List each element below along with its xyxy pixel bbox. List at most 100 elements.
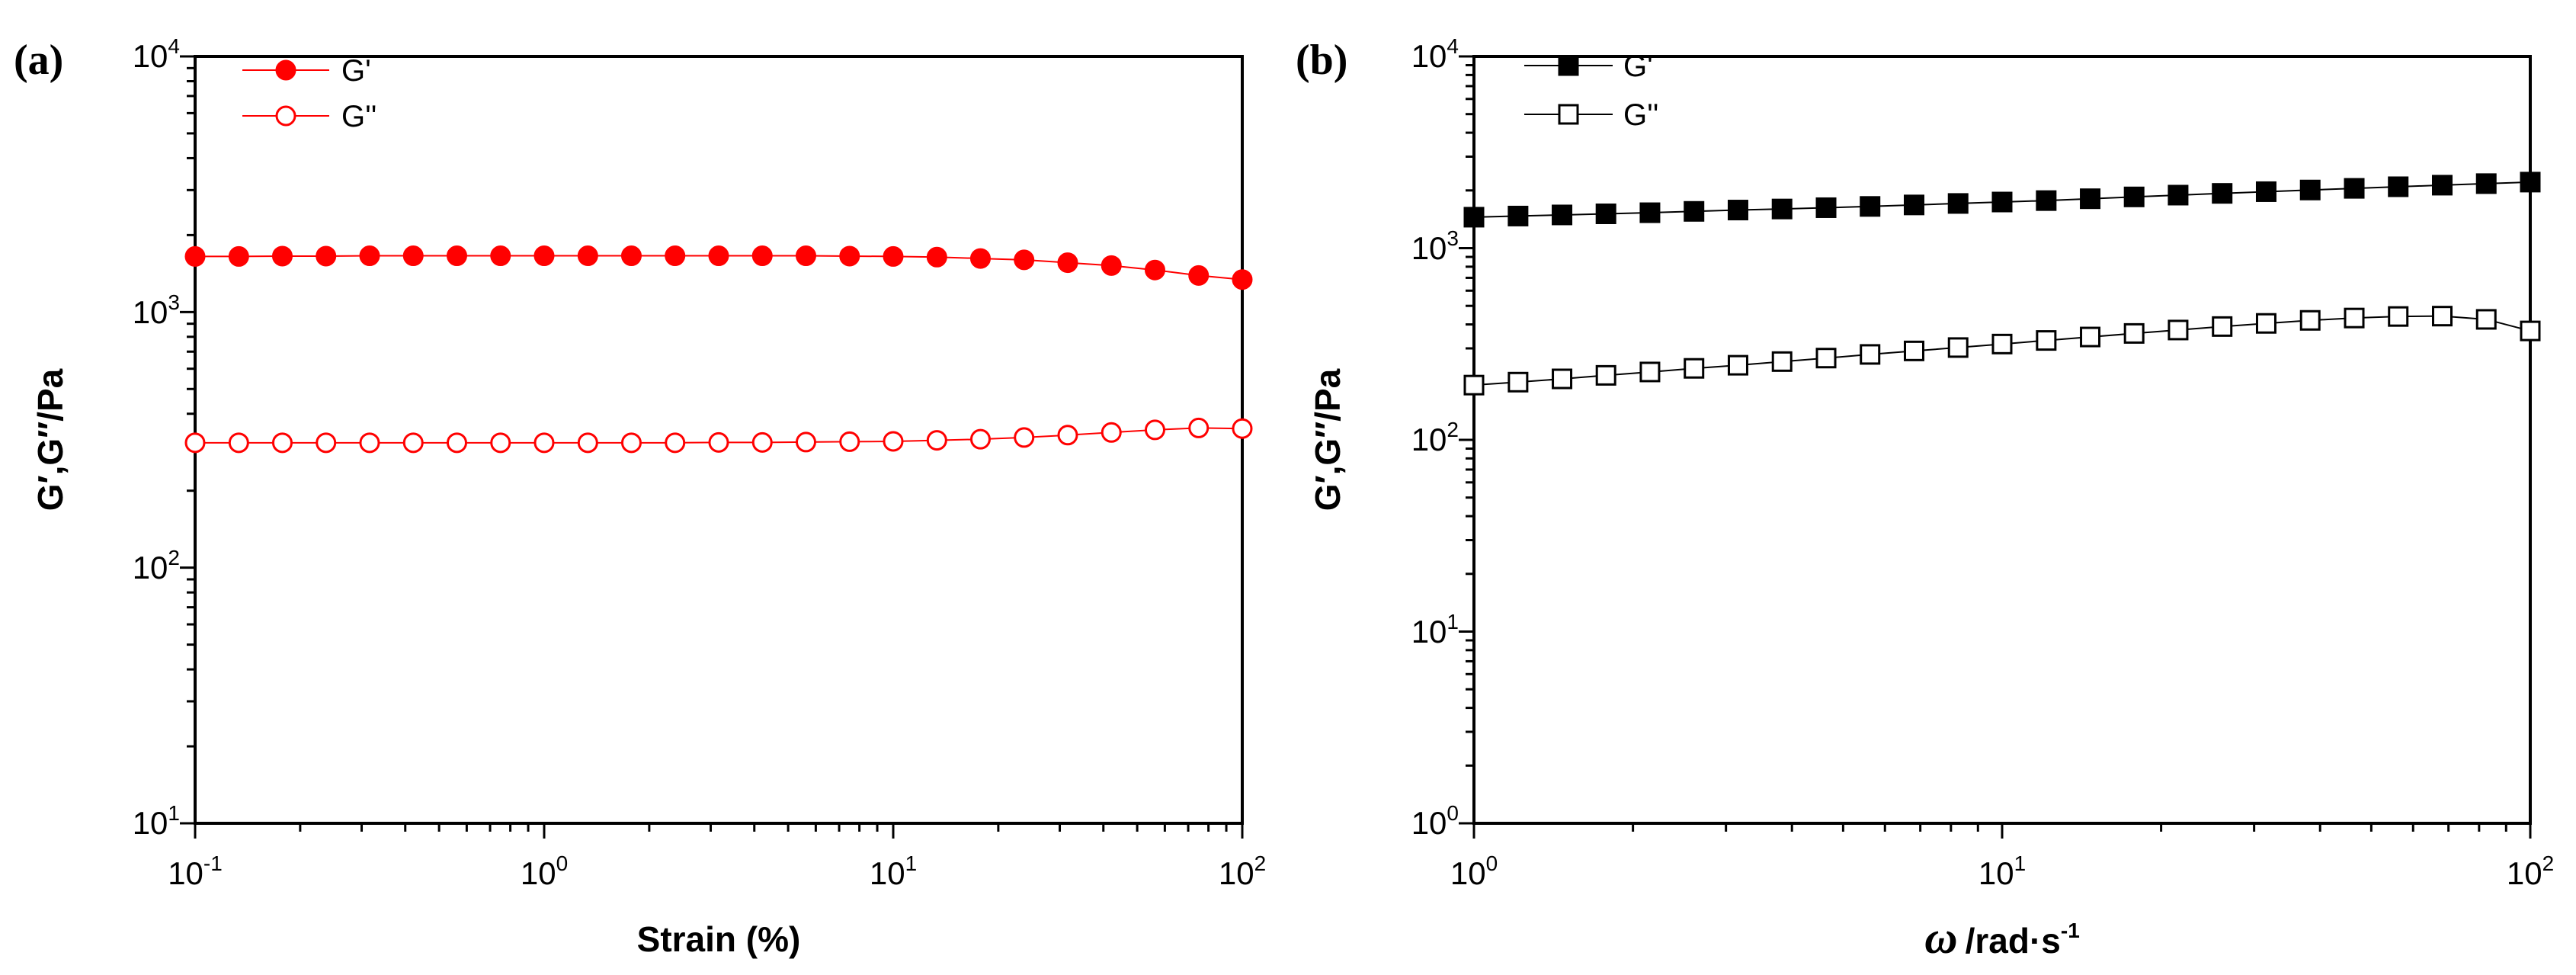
data-point xyxy=(1904,194,1925,216)
panel-b-series xyxy=(1463,172,2541,396)
data-point xyxy=(1101,422,1122,443)
data-point xyxy=(577,245,598,267)
panel-a-xtick-label: 102 xyxy=(1219,852,1266,891)
panel-a-series xyxy=(184,245,1253,454)
panel-a-strain-sweep: (a) 10-1 100 101 102 101 102 103 104 Str… xyxy=(14,34,1266,959)
panel-a-ytick-label: 103 xyxy=(133,290,180,330)
data-point xyxy=(1639,202,1661,223)
data-point xyxy=(751,245,773,267)
data-point xyxy=(620,432,642,454)
data-point xyxy=(2475,173,2497,194)
data-point xyxy=(271,245,293,267)
data-point xyxy=(1684,358,1705,379)
data-point xyxy=(446,432,467,454)
data-point xyxy=(795,431,816,453)
data-point xyxy=(839,245,860,267)
panel-b-ytick-label: 102 xyxy=(1411,418,1459,457)
data-point xyxy=(2036,190,2057,211)
data-point xyxy=(271,432,293,454)
data-point xyxy=(446,245,467,267)
data-point xyxy=(1014,427,1035,448)
data-point xyxy=(926,430,947,451)
data-point xyxy=(1014,249,1035,271)
data-point xyxy=(1639,361,1661,383)
data-point xyxy=(1463,207,1485,228)
panel-a-legend: G' G'' xyxy=(242,54,376,133)
data-point xyxy=(1727,354,1748,376)
data-point xyxy=(708,245,729,267)
data-point xyxy=(2520,320,2541,342)
panel-b-x-axis-label: ω/rad·s-1 xyxy=(1924,912,2080,963)
data-point xyxy=(228,432,249,454)
panel-a-xtick-label: 10-1 xyxy=(168,852,223,891)
panel-b-ytick-label: 103 xyxy=(1411,226,1459,266)
data-point xyxy=(490,245,511,267)
data-point xyxy=(402,432,424,454)
legend-marker-open-circle xyxy=(275,105,296,127)
data-point xyxy=(2299,309,2321,331)
data-point xyxy=(751,431,773,453)
data-point xyxy=(926,246,947,268)
data-point xyxy=(402,245,424,267)
data-point xyxy=(1947,193,1969,214)
data-point xyxy=(1552,204,1573,226)
panel-b-ytick-label: 100 xyxy=(1411,801,1459,841)
data-point xyxy=(533,432,555,454)
panel-a-ytick-label: 104 xyxy=(133,34,180,74)
data-point xyxy=(2432,306,2453,327)
data-point xyxy=(1463,374,1485,396)
data-point xyxy=(2036,330,2057,351)
panel-b-ytick-label: 101 xyxy=(1411,610,1459,649)
data-point xyxy=(2344,307,2365,329)
data-point xyxy=(184,432,206,454)
data-point xyxy=(533,245,555,267)
data-point xyxy=(2388,306,2409,327)
panel-a-axis-ticks xyxy=(180,55,1244,839)
panel-b-frequency-sweep: (b) 100 101 102 100 101 102 103 104 ω/ra… xyxy=(1296,34,2554,963)
data-point xyxy=(2167,184,2189,206)
data-point xyxy=(2080,326,2101,348)
data-point xyxy=(2475,309,2497,330)
data-point xyxy=(490,432,511,454)
data-point xyxy=(2520,172,2541,193)
data-point xyxy=(316,245,337,267)
data-point xyxy=(1057,252,1078,274)
data-point xyxy=(2167,319,2189,341)
data-point xyxy=(2344,178,2365,199)
data-point xyxy=(184,245,206,267)
panel-a-xtick-label: 100 xyxy=(521,852,568,891)
data-point xyxy=(1507,371,1529,393)
data-point xyxy=(2123,186,2145,207)
data-point xyxy=(359,432,380,454)
data-point xyxy=(620,245,642,267)
data-point xyxy=(2212,183,2233,204)
data-point xyxy=(2299,179,2321,200)
data-point xyxy=(1771,198,1793,220)
data-point xyxy=(1904,340,1925,361)
data-point xyxy=(1860,344,1881,365)
data-point xyxy=(969,428,991,450)
data-point xyxy=(1232,418,1253,439)
data-point xyxy=(2080,188,2101,210)
data-point xyxy=(577,432,598,454)
panel-a-ytick-label: 102 xyxy=(133,546,180,585)
panel-b-legend: G' G'' xyxy=(1524,50,1658,132)
data-point xyxy=(665,245,686,267)
panel-b-y-axis-label: G′,G″/Pa xyxy=(1308,368,1347,511)
data-point xyxy=(795,245,816,267)
data-point xyxy=(1947,337,1969,358)
data-point xyxy=(1552,368,1573,390)
data-point xyxy=(1727,200,1748,221)
panel-b-plot-frame xyxy=(1472,55,2532,825)
panel-b-xtick-label: 102 xyxy=(2507,852,2554,891)
panel-a-label: (a) xyxy=(14,37,63,84)
data-point xyxy=(1507,205,1529,226)
data-point xyxy=(1771,351,1793,372)
data-point xyxy=(1595,203,1616,224)
data-point xyxy=(883,431,904,452)
legend-marker-filled-circle xyxy=(275,59,296,81)
panel-a-legend-gprime: G' xyxy=(341,54,371,88)
data-point xyxy=(839,431,860,452)
data-point xyxy=(883,245,904,267)
